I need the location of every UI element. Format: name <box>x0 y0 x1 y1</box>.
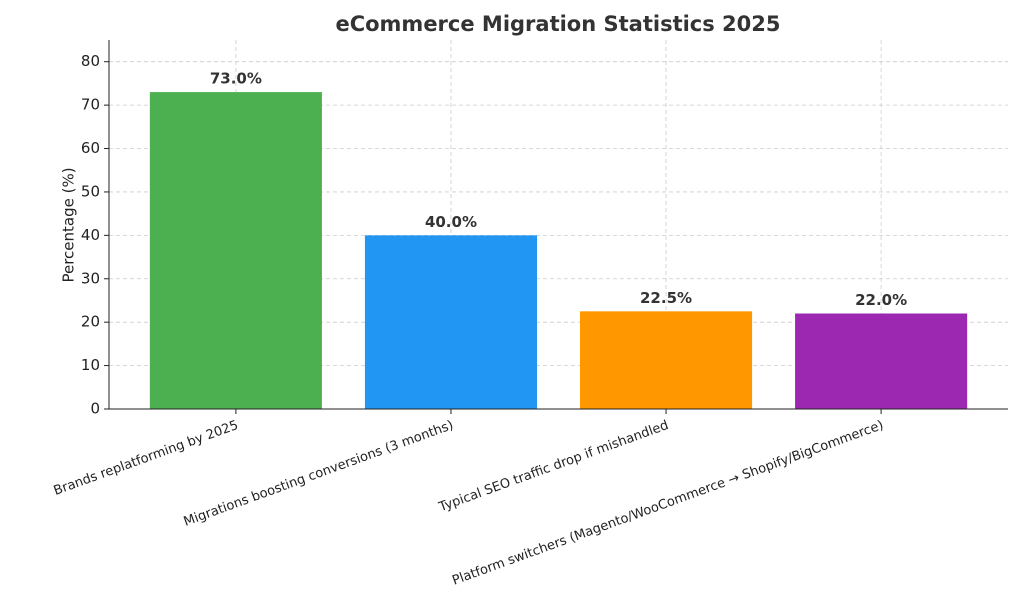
y-tick-label: 20 <box>81 313 100 331</box>
y-tick-label: 50 <box>81 182 100 200</box>
y-tick-label: 10 <box>81 356 100 374</box>
chart-title: eCommerce Migration Statistics 2025 <box>335 12 780 36</box>
y-axis-label: Percentage (%) <box>60 167 78 282</box>
value-label: 40.0% <box>425 213 477 231</box>
y-tick-label: 80 <box>81 52 100 70</box>
y-tick-label: 30 <box>81 269 100 287</box>
bar <box>364 235 537 409</box>
bar <box>795 313 968 409</box>
x-tick-label: Typical SEO traffic drop if mishandled <box>436 418 670 516</box>
bar <box>580 311 753 409</box>
x-tick-label: Brands replatforming by 2025 <box>52 418 241 499</box>
value-label: 22.0% <box>855 291 907 309</box>
x-tick-label: Platform switchers (Magento/WooCommerce … <box>450 418 885 589</box>
value-label: 73.0% <box>210 70 262 88</box>
y-tick-label: 70 <box>81 96 100 114</box>
y-tick-label: 0 <box>90 400 100 418</box>
y-tick-label: 40 <box>81 226 100 244</box>
y-tick-label: 60 <box>81 139 100 157</box>
bar <box>149 92 322 409</box>
value-label: 22.5% <box>640 289 692 307</box>
